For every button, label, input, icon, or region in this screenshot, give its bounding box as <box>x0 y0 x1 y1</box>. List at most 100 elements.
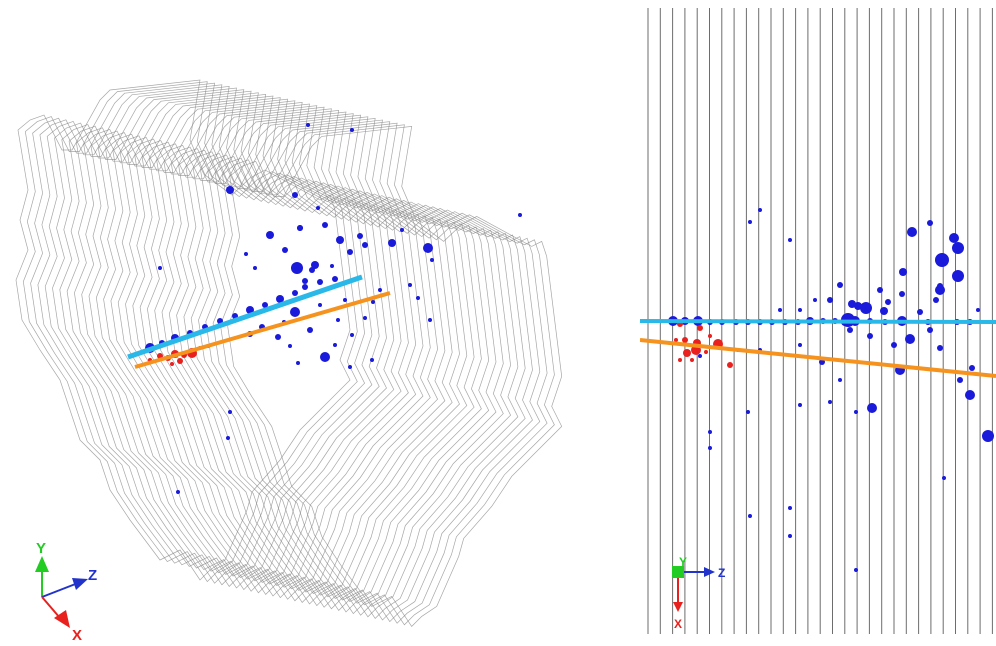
x-axis-label: X <box>674 617 682 631</box>
axis-triad: Y Z X <box>35 540 97 644</box>
hit-point <box>292 290 298 296</box>
x-axis-arrow-icon <box>673 602 683 612</box>
z-axis-arrow-icon <box>704 567 715 577</box>
detector-plane-outline <box>212 122 548 624</box>
detector-plane-outline <box>30 82 366 584</box>
hit-point <box>674 338 678 342</box>
detector-plane-outline <box>74 92 409 594</box>
hit-point <box>362 242 368 248</box>
hit-point <box>370 358 374 362</box>
hit-point <box>330 264 334 268</box>
detector-wireframe <box>15 79 563 627</box>
hit-point <box>290 307 300 317</box>
hit-point <box>708 334 712 338</box>
hit-point <box>907 227 917 237</box>
hit-point <box>350 333 354 337</box>
hit-point <box>678 358 682 362</box>
detector-plane-outline <box>139 106 475 608</box>
hit-point <box>698 354 702 358</box>
detector-plane-outline <box>161 111 497 613</box>
hit-point <box>899 268 907 276</box>
hit-point <box>933 297 939 303</box>
hit-point <box>228 410 232 414</box>
hit-point <box>952 270 964 282</box>
hit-point <box>880 307 888 315</box>
hit-point <box>838 378 842 382</box>
detector-plane-outline <box>15 79 351 581</box>
detector-plane-outline <box>117 102 453 603</box>
hit-point <box>292 192 298 198</box>
hit-point <box>253 266 257 270</box>
hit-point <box>854 410 858 414</box>
detector-plane-outline <box>227 126 563 627</box>
hit-point <box>965 390 975 400</box>
hit-point <box>788 506 792 510</box>
detector-plane-outline <box>103 98 439 600</box>
perspective-view: Y Z X <box>15 79 563 644</box>
hit-point <box>891 342 897 348</box>
hit-point <box>727 362 733 368</box>
detector-plane-outline <box>183 116 519 618</box>
hit-point <box>848 300 856 308</box>
hit-point <box>704 350 708 354</box>
hit-point <box>302 284 308 290</box>
hit-point <box>336 236 344 244</box>
hit-point <box>935 253 949 267</box>
track-line-orange <box>134 291 391 369</box>
hit-point <box>400 228 404 232</box>
top-canvas: Y Z X <box>640 8 996 634</box>
hit-point <box>927 220 933 226</box>
hit-point <box>357 233 363 239</box>
detector-plane-outline <box>198 119 533 621</box>
detector-plane-outline <box>81 94 417 595</box>
hit-point <box>275 334 281 340</box>
hit-point <box>697 325 703 331</box>
hit-point <box>416 296 420 300</box>
hit-point <box>317 279 323 285</box>
hit-point <box>244 252 248 256</box>
hit-point <box>798 308 802 312</box>
hit-point <box>885 299 891 305</box>
hit-point <box>276 295 284 303</box>
hit-point <box>347 249 353 255</box>
hit-point <box>952 242 964 254</box>
axis-triad: Y Z X <box>672 555 725 631</box>
detector-plane-outline <box>110 100 446 602</box>
hit-point <box>336 318 340 322</box>
x-axis-arrow-icon <box>54 610 70 628</box>
hit-point <box>708 446 712 450</box>
hit-point <box>798 343 802 347</box>
hit-point <box>860 302 872 314</box>
hit-point <box>798 403 802 407</box>
hit-point <box>976 308 980 312</box>
y-axis-label: Y <box>679 555 687 569</box>
detector-plane-outline <box>220 124 555 626</box>
hit-point <box>982 430 994 442</box>
top-view: Y Z X <box>640 0 996 646</box>
hit-point <box>937 345 943 351</box>
hit-point <box>297 225 303 231</box>
track-line-cyan <box>127 274 363 360</box>
hit-point <box>176 490 180 494</box>
z-axis-line <box>41 582 79 598</box>
detector-plane-outline <box>37 84 373 586</box>
track-line-orange <box>640 338 996 378</box>
hit-point <box>306 123 310 127</box>
hit-point <box>758 208 762 212</box>
hit-point <box>867 333 873 339</box>
hit-point <box>302 278 308 284</box>
z-axis-label: Z <box>88 567 97 584</box>
detector-plane-outline <box>168 113 504 615</box>
hit-point <box>333 343 337 347</box>
hit-point <box>318 303 322 307</box>
hits-primary <box>668 208 994 572</box>
detector-plane-outline <box>190 118 526 619</box>
detector-plane-outline <box>44 86 380 587</box>
hit-point <box>226 186 234 194</box>
detector-plane-outline <box>88 95 424 597</box>
x-axis-label: X <box>72 627 82 644</box>
hit-point <box>316 206 320 210</box>
hit-point <box>927 327 933 333</box>
hit-point <box>690 358 694 362</box>
hit-point <box>935 285 945 295</box>
